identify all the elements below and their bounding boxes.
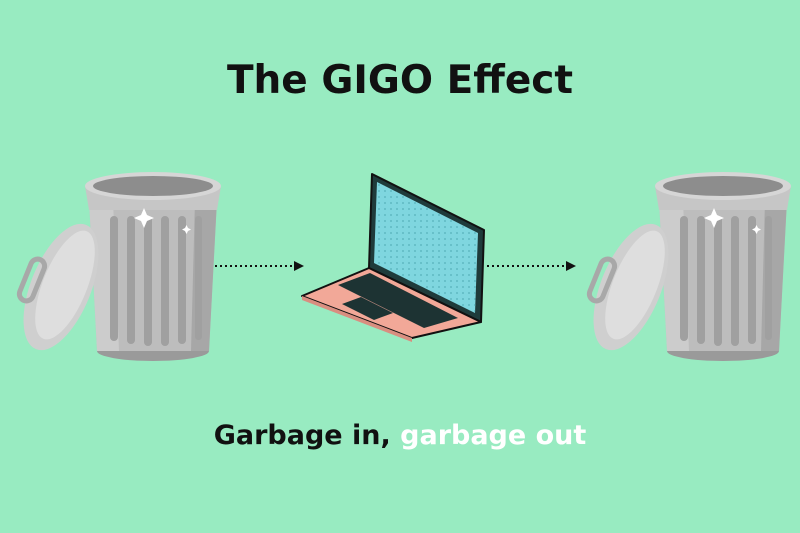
trash-can-icon xyxy=(586,172,791,361)
laptop-base xyxy=(301,267,482,342)
dotted-arrow-icon xyxy=(215,261,304,271)
laptop-icon xyxy=(301,173,485,342)
caption: Garbage in, garbage out xyxy=(0,420,800,451)
trash-lid xyxy=(16,223,99,351)
trash-lid xyxy=(586,223,669,351)
dotted-arrow-icon xyxy=(487,261,576,271)
laptop-screen xyxy=(368,173,485,323)
trash-can-icon xyxy=(16,172,221,361)
trash-body xyxy=(655,172,791,361)
caption-part-in: Garbage in, xyxy=(213,420,401,451)
trash-body xyxy=(85,172,221,361)
caption-part-out: garbage out xyxy=(400,420,587,451)
page-title: The GIGO Effect xyxy=(226,58,574,103)
